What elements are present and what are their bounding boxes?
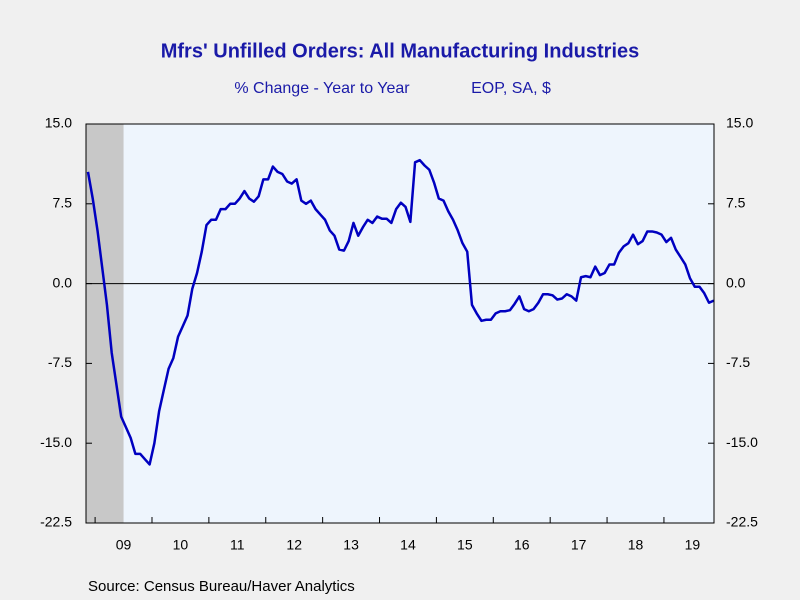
x-tick-label: 09 — [116, 537, 132, 553]
x-tick-label: 16 — [514, 537, 530, 553]
y2-tick-label: -22.5 — [726, 514, 758, 530]
plot-frame — [85, 123, 715, 524]
x-tick-label: 14 — [400, 537, 416, 553]
x-tick-label: 11 — [230, 537, 245, 553]
shaded-period — [86, 124, 124, 523]
x-tick-label: 10 — [173, 537, 189, 553]
x-tick-label: 13 — [343, 537, 359, 553]
y2-tick-label: 7.5 — [726, 195, 746, 211]
y-tick-label: 15.0 — [45, 115, 72, 131]
data-line — [86, 158, 715, 466]
x-tick-label: 15 — [457, 537, 473, 553]
y2-tick-label: 15.0 — [726, 115, 753, 131]
y-tick-label: -7.5 — [48, 354, 72, 370]
chart-title: Mfrs' Unfilled Orders: All Manufacturing… — [161, 40, 640, 62]
plot-area — [86, 124, 714, 523]
subtitle: % Change - Year to Year — [234, 80, 410, 97]
x-tick-label: 19 — [685, 537, 701, 553]
x-tick-label: 12 — [286, 537, 302, 553]
source: Source: Census Bureau/Haver Analytics — [88, 578, 355, 595]
y-tick-label: -15.0 — [40, 434, 72, 450]
x-tick-label: 18 — [628, 537, 644, 553]
y-tick-label: -22.5 — [40, 514, 72, 530]
units: EOP, SA, $ — [471, 80, 551, 97]
y2-tick-label: 0.0 — [726, 274, 746, 290]
x-tick-label: 17 — [571, 537, 587, 553]
y-tick-label: 7.5 — [53, 195, 73, 211]
y-tick-label: 0.0 — [53, 274, 73, 290]
y2-tick-label: -15.0 — [726, 434, 758, 450]
y2-tick-label: -7.5 — [726, 354, 750, 370]
